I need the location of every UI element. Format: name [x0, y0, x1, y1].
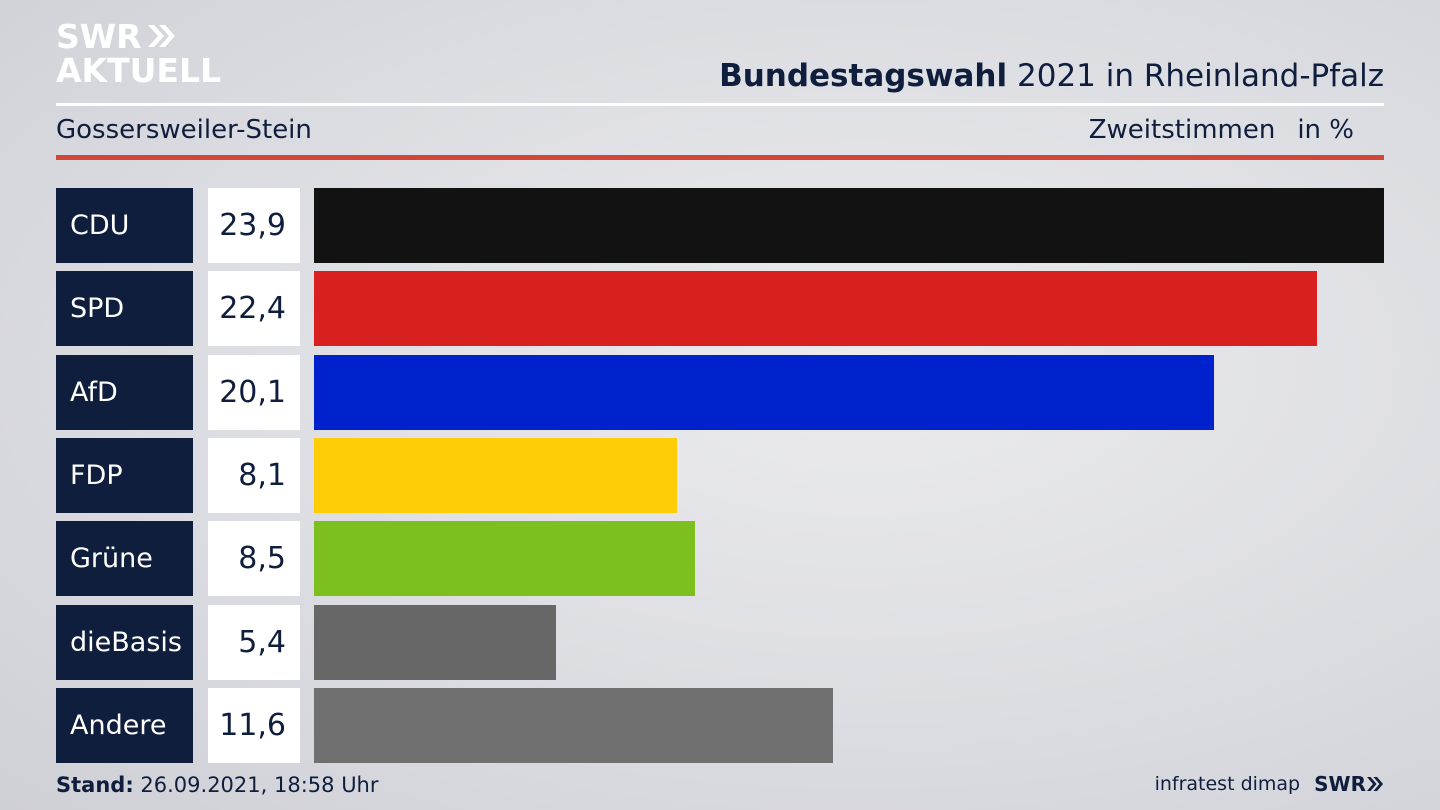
logo-line-1: SWR — [56, 16, 142, 56]
value-label: 22,4 — [208, 271, 300, 346]
bar — [314, 688, 833, 763]
bar-row: Grüne 8,5 — [56, 521, 1384, 596]
party-label: FDP — [56, 438, 193, 513]
party-label: dieBasis — [56, 605, 193, 680]
value-label: 11,6 — [208, 688, 300, 763]
title-bold: Bundestagswahl — [719, 58, 1008, 94]
value-label: 8,5 — [208, 521, 300, 596]
title-rest: 2021 in Rheinland-Pfalz — [1017, 58, 1384, 94]
bar — [314, 188, 1384, 263]
stand-label: Stand: — [56, 773, 134, 797]
bar — [314, 438, 677, 513]
party-label: Andere — [56, 688, 193, 763]
party-label: Grüne — [56, 521, 193, 596]
party-label: CDU — [56, 188, 193, 263]
bar-row: Andere 11,6 — [56, 688, 1384, 763]
swr-aktuell-logo: SWR AKTUELL — [56, 18, 221, 90]
swr-footer-logo: SWR — [1314, 772, 1384, 796]
party-label: SPD — [56, 271, 193, 346]
logo-line-2: AKTUELL — [56, 51, 222, 90]
location-label: Gossersweiler-Stein — [56, 115, 312, 145]
measure-text: Zweitstimmen — [1088, 115, 1276, 145]
double-chevron-icon — [147, 25, 175, 47]
value-label: 8,1 — [208, 438, 300, 513]
header-divider — [56, 103, 1384, 106]
accent-divider — [56, 155, 1384, 160]
value-label: 5,4 — [208, 605, 300, 680]
bar-row: dieBasis 5,4 — [56, 605, 1384, 680]
bar — [314, 355, 1214, 430]
source-label: infratest dimap — [1154, 773, 1301, 795]
timestamp: Stand: 26.09.2021, 18:58 Uhr — [56, 773, 379, 797]
value-label: 20,1 — [208, 355, 300, 430]
measure-label: Zweitstimmen in % — [1089, 115, 1354, 145]
value-label: 23,9 — [208, 188, 300, 263]
bar-row: FDP 8,1 — [56, 438, 1384, 513]
unit-text: in % — [1297, 115, 1354, 145]
chart-title: Bundestagswahl 2021 in Rheinland-Pfalz — [719, 58, 1384, 94]
party-label: AfD — [56, 355, 193, 430]
double-chevron-small-icon — [1367, 777, 1383, 791]
swr-footer-text: SWR — [1314, 772, 1366, 796]
source-credit: infratest dimap SWR — [1155, 772, 1384, 796]
bar — [314, 605, 556, 680]
bar-row: SPD 22,4 — [56, 271, 1384, 346]
bar-row: AfD 20,1 — [56, 355, 1384, 430]
stand-value: 26.09.2021, 18:58 Uhr — [140, 773, 379, 797]
bar — [314, 521, 695, 596]
bar — [314, 271, 1317, 346]
bar-row: CDU 23,9 — [56, 188, 1384, 263]
